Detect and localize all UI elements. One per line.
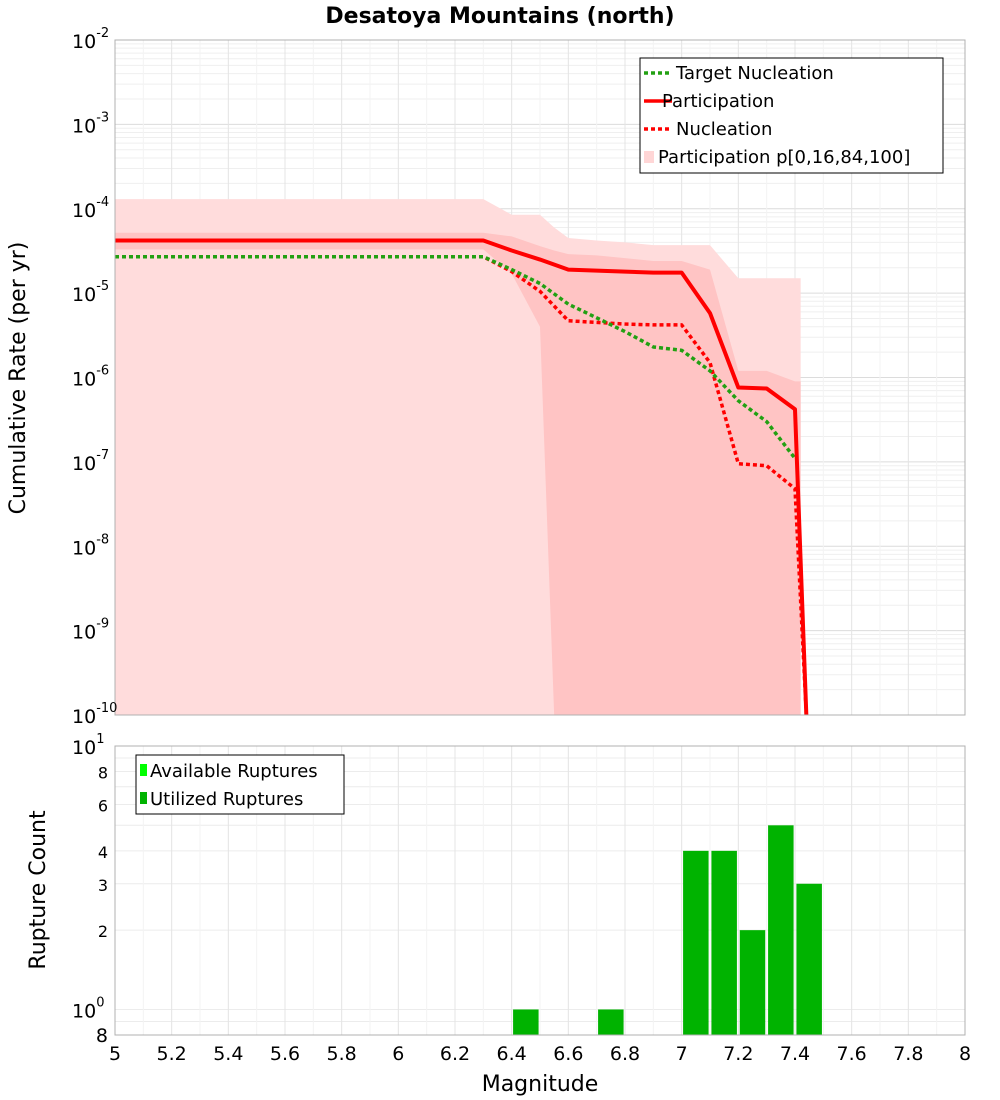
bottom-y-major-tick-label: 101 bbox=[72, 732, 104, 759]
bar bbox=[796, 883, 822, 1035]
x-tick-label: 7.4 bbox=[780, 1043, 810, 1065]
legend-available-ruptures-swatch bbox=[140, 764, 147, 776]
top-y-tick-label: 10-7 bbox=[72, 448, 109, 475]
top-legend: Target Nucleation Participation Nucleation… bbox=[639, 57, 944, 174]
x-tick-label: 5 bbox=[109, 1043, 121, 1065]
legend-nucleation-label: Nucleation bbox=[676, 119, 772, 140]
top-y-tick-label: 10-5 bbox=[72, 279, 109, 306]
x-tick-labels: 5 5.2 5.4 5.6 5.8 6 6.2 6.4 6.6 6.8 7 7.2 7.4 7.6 7.8 8 bbox=[109, 1043, 971, 1065]
legend-participation-p-0-16-84-100-label: Participation p[0,16,84,100] bbox=[658, 147, 910, 168]
bottom-y-tick-label: 4 bbox=[98, 843, 108, 862]
top-y-tick-label: 10-9 bbox=[72, 617, 109, 644]
top-y-axis-label: Cumulative Rate (per yr) bbox=[6, 242, 31, 515]
series-line-participation bbox=[115, 238, 809, 715]
x-tick-label: 5.2 bbox=[157, 1043, 187, 1065]
x-tick-label: 5.8 bbox=[327, 1043, 357, 1065]
bottom-y-tick-label: 2 bbox=[98, 922, 108, 941]
bar bbox=[513, 1009, 539, 1035]
legend-available-ruptures-label: Available Ruptures bbox=[150, 761, 318, 782]
bottom-y-major-tick-label: 100 bbox=[72, 995, 104, 1022]
top-y-tick-label: 10-10 bbox=[72, 701, 117, 728]
legend-participation-p-0-16-84-100-swatch bbox=[644, 151, 654, 163]
x-tick-label: 6 bbox=[392, 1043, 404, 1065]
x-tick-label: 7.8 bbox=[893, 1043, 923, 1065]
bottom-y-tick-label: 8 bbox=[96, 1025, 108, 1047]
bottom-bars bbox=[513, 825, 822, 1035]
bottom-y-tick-labels: 8 2 3 4 6 8 100 101 bbox=[72, 732, 108, 1047]
x-tick-label: 5.6 bbox=[270, 1043, 300, 1065]
top-legend-box bbox=[639, 57, 944, 174]
top-y-tick-label: 10-4 bbox=[72, 195, 109, 222]
series-line-nucleation bbox=[115, 254, 809, 715]
band-p16-p84 bbox=[115, 232, 801, 715]
x-tick-label: 6.8 bbox=[610, 1043, 640, 1065]
x-tick-label: 6.2 bbox=[440, 1043, 470, 1065]
x-tick-label: 8 bbox=[959, 1043, 971, 1065]
bottom-y-axis-label: Rupture Count bbox=[26, 810, 51, 970]
top-y-tick-label: 10-6 bbox=[72, 364, 109, 391]
x-tick-label: 7.2 bbox=[723, 1043, 753, 1065]
bar bbox=[739, 930, 766, 1035]
bar bbox=[683, 850, 709, 1035]
x-tick-label: 5.4 bbox=[213, 1043, 243, 1065]
top-y-tick-label: 10-8 bbox=[72, 532, 109, 559]
bar bbox=[711, 850, 737, 1035]
bottom-panel: 8 2 3 4 6 8 100 101 5 5.2 5.4 5.6 5.8 6 6.2 6.4 6.6 6.8 7… bbox=[26, 732, 971, 1097]
x-tick-label: 7.6 bbox=[837, 1043, 867, 1065]
top-y-tick-labels: 10-10 10-9 10-8 10-7 10-6 10-5 10-4 10-3 10-2 bbox=[72, 26, 117, 728]
legend-utilized-ruptures-label: Utilized Ruptures bbox=[150, 789, 303, 810]
x-axis-label: Magnitude bbox=[482, 1072, 599, 1097]
bottom-legend-box bbox=[135, 754, 345, 815]
bottom-y-tick-label: 3 bbox=[98, 876, 108, 895]
x-tick-label: 6.6 bbox=[553, 1043, 583, 1065]
bottom-y-tick-label: 8 bbox=[98, 764, 108, 783]
bottom-y-tick-label: 6 bbox=[98, 796, 108, 815]
x-tick-label: 7 bbox=[676, 1043, 688, 1065]
bottom-legend: Available Ruptures Utilized Ruptures bbox=[135, 754, 345, 815]
legend-participation-label: Participation bbox=[662, 91, 774, 112]
top-series-lines bbox=[115, 238, 809, 715]
series-line-target-nucleation bbox=[115, 254, 797, 460]
top-y-tick-label: 10-2 bbox=[72, 26, 109, 53]
bottom-plot-frame bbox=[114, 745, 966, 1036]
bar bbox=[768, 825, 794, 1035]
top-y-tick-label: 10-3 bbox=[72, 110, 109, 137]
top-panel: 10-10 10-9 10-8 10-7 10-6 10-5 10-4 10-3 10-2 Cu… bbox=[6, 26, 966, 728]
legend-utilized-ruptures-swatch bbox=[140, 792, 147, 804]
chart-title: Desatoya Mountains (north) bbox=[325, 4, 674, 29]
top-percentile-bands bbox=[115, 199, 801, 715]
bar bbox=[598, 1009, 624, 1035]
x-tick-label: 6.4 bbox=[497, 1043, 527, 1065]
top-plot-frame bbox=[114, 39, 966, 716]
legend-target-nucleation-label: Target Nucleation bbox=[675, 63, 834, 84]
